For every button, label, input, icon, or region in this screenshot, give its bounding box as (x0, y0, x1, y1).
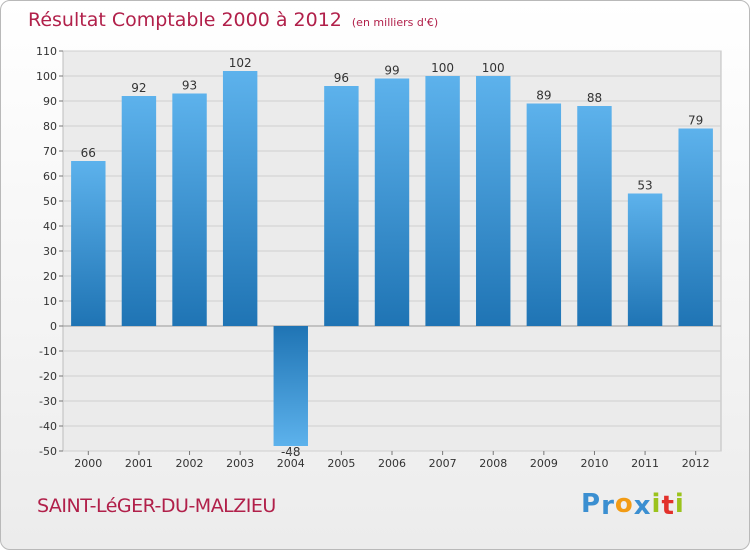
data-label-2009: 89 (536, 89, 551, 103)
x-tick-label-2005: 2005 (327, 457, 355, 470)
y-tick-label: -20 (39, 370, 57, 383)
data-label-2002: 93 (182, 79, 197, 93)
y-tick-label: 10 (43, 295, 57, 308)
bar-2003 (222, 71, 258, 326)
bar-2012 (678, 128, 713, 326)
bar-2005 (324, 86, 359, 326)
y-tick-label: 70 (43, 145, 57, 158)
logo-letter: i (651, 489, 662, 519)
logo-letter: P (581, 489, 602, 519)
data-label-2010: 88 (587, 91, 602, 105)
data-label-2006: 99 (384, 64, 399, 78)
data-label-2007: 100 (431, 61, 454, 75)
y-tick-label: -40 (39, 420, 57, 433)
y-tick-label: 0 (50, 320, 57, 333)
bar-2006 (374, 78, 410, 326)
data-label-2003: 102 (229, 56, 252, 70)
x-tick-label-2007: 2007 (429, 457, 457, 470)
data-label-2012: 79 (688, 114, 703, 128)
x-tick-label-2001: 2001 (125, 457, 153, 470)
bar-2008 (476, 76, 511, 326)
y-tick-label: 60 (43, 170, 57, 183)
logo-letter: r (601, 491, 615, 521)
y-tick-label: -50 (39, 445, 57, 458)
logo-letter: x (633, 491, 652, 521)
x-tick-label-2008: 2008 (479, 457, 507, 470)
y-tick-label: -10 (39, 345, 57, 358)
bar-2007 (425, 76, 460, 326)
chart-title: Résultat Comptable 2000 à 2012 (en millie… (28, 9, 439, 31)
y-tick-label: 30 (43, 245, 57, 258)
bar-2010 (577, 106, 612, 326)
x-tick-label-2010: 2010 (580, 457, 608, 470)
logo-letter: o (614, 489, 634, 519)
x-tick-label-2003: 2003 (226, 457, 254, 470)
bar-2002 (172, 93, 207, 326)
data-label-2005: 96 (334, 71, 349, 85)
y-tick-label: 40 (43, 220, 57, 233)
data-label-2011: 53 (637, 179, 652, 193)
x-tick-label-2006: 2006 (378, 457, 406, 470)
data-label-2001: 92 (131, 81, 146, 95)
bar-2009 (526, 103, 562, 326)
data-label-2008: 100 (482, 61, 505, 75)
bar-2011 (627, 193, 663, 326)
y-tick-label: 50 (43, 195, 57, 208)
y-tick-label: -30 (39, 395, 57, 408)
x-tick-label-2002: 2002 (176, 457, 204, 470)
x-tick-label-2012: 2012 (682, 457, 710, 470)
bar-2004 (273, 326, 308, 446)
x-tick-label-2004: 2004 (277, 457, 305, 470)
y-tick-label: 20 (43, 270, 57, 283)
y-tick-label: 90 (43, 95, 57, 108)
proxiti-logo: Proxiti (581, 489, 685, 521)
y-tick-label: 80 (43, 120, 57, 133)
x-tick-label-2011: 2011 (631, 457, 659, 470)
x-tick-label-2009: 2009 (530, 457, 558, 470)
x-tick-label-2000: 2000 (74, 457, 102, 470)
commune-name: SAINT-LéGER-DU-MALZIEU (37, 495, 276, 517)
y-tick-label: 100 (36, 70, 57, 83)
y-tick-label: 110 (36, 45, 57, 58)
data-label-2000: 66 (81, 146, 96, 160)
logo-letter: i (674, 489, 685, 519)
logo-letter: t (661, 491, 675, 521)
bar-2000 (71, 161, 106, 326)
bar-2001 (121, 96, 157, 326)
chart-subtitle: (en milliers d'€) (351, 16, 439, 29)
